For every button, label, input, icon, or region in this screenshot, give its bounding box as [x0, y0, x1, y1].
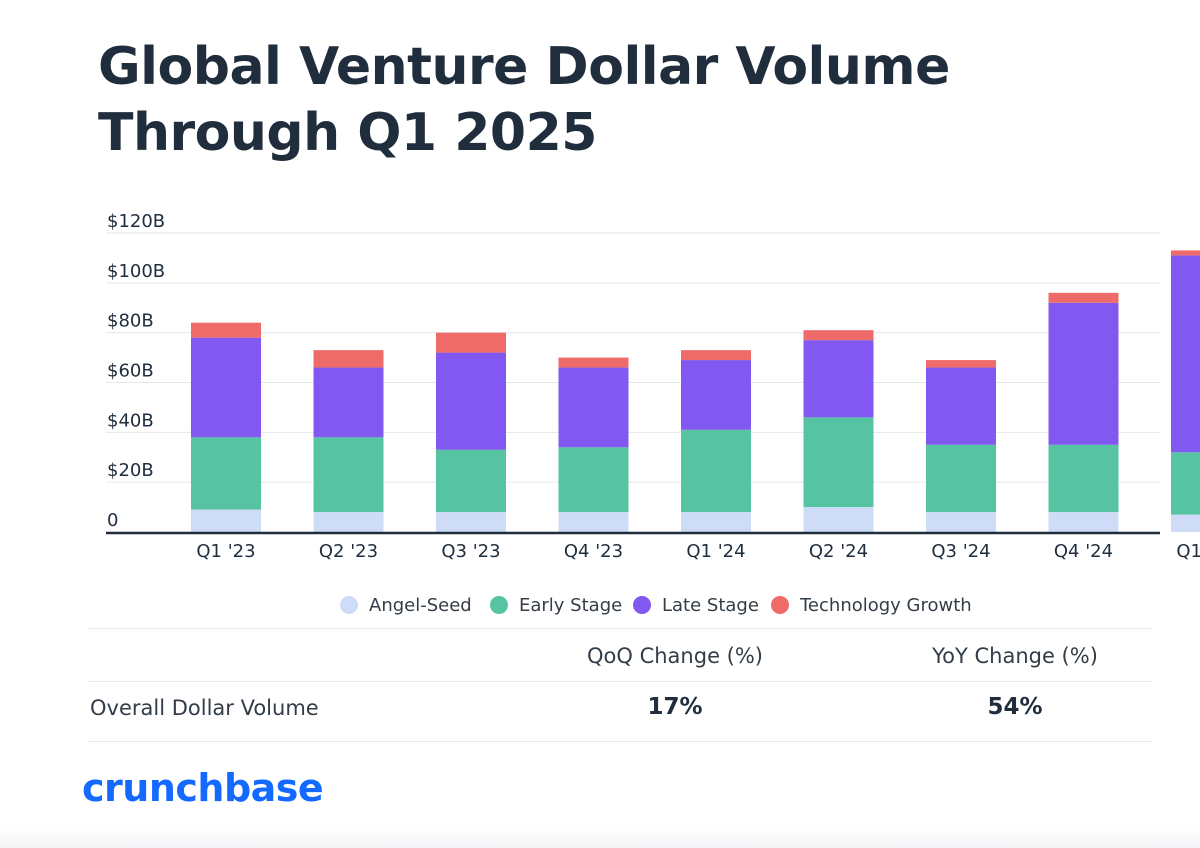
bar-technology-growth-4 [681, 350, 751, 361]
legend: Angel-Seed Early Stage Late Stage Technolog… [340, 595, 972, 616]
bar-technology-growth-7 [1048, 292, 1119, 303]
x-tick-label: Q3 '24 [931, 541, 990, 562]
bars [191, 250, 1200, 532]
bar-angel-seed-4 [681, 512, 751, 532]
y-tick-label: $20B [107, 460, 154, 481]
bar-early-stage-2 [436, 449, 506, 513]
bar-technology-growth-1 [313, 350, 384, 368]
bar-angel-seed-5 [803, 507, 874, 532]
table-mid-rule [88, 681, 1152, 682]
bar-early-stage-0 [191, 437, 261, 510]
bar-early-stage-1 [313, 437, 384, 513]
bar-late-stage-4 [681, 360, 751, 430]
bar-early-stage-6 [926, 444, 996, 513]
bar-early-stage-7 [1048, 444, 1119, 513]
table-bottom-rule [88, 741, 1152, 742]
bar-late-stage-1 [313, 367, 384, 438]
bar-angel-seed-6 [926, 512, 996, 532]
bar-late-stage-5 [803, 340, 874, 418]
legend-swatch-technology-growth [771, 596, 789, 614]
y-axis-ticks: 0 $20B $40B $60B $80B $100B $120B [107, 211, 165, 531]
legend-label-angel-seed: Angel-Seed [369, 595, 472, 616]
x-tick-label: Q2 '24 [809, 541, 868, 562]
bar-technology-growth-6 [926, 360, 996, 368]
overall-dollar-volume-label: Overall Dollar Volume [90, 696, 319, 720]
legend-label-early-stage: Early Stage [519, 595, 622, 616]
bar-angel-seed-8 [1171, 514, 1200, 532]
bar-technology-growth-3 [558, 357, 629, 368]
chart-title: Global Venture Dollar Volume Through Q1 … [98, 37, 950, 163]
bar-angel-seed-7 [1048, 512, 1119, 532]
y-tick-label: $120B [107, 211, 165, 232]
x-tick-label: Q2 '23 [319, 541, 378, 562]
table-top-rule [88, 628, 1152, 629]
yoy-change-value: 54% [987, 694, 1043, 720]
bar-angel-seed-1 [313, 512, 384, 532]
y-tick-label: $60B [107, 361, 154, 382]
legend-swatch-early-stage [490, 596, 508, 614]
x-tick-label: Q4 '23 [564, 541, 623, 562]
crunchbase-logo: crunchbase [82, 766, 324, 810]
x-tick-label: Q1 '23 [196, 541, 255, 562]
x-tick-label: Q3 '23 [441, 541, 500, 562]
bar-early-stage-4 [681, 429, 751, 513]
legend-swatch-angel-seed [340, 596, 358, 614]
bar-late-stage-8 [1171, 255, 1200, 453]
bar-angel-seed-0 [191, 509, 261, 532]
qoq-change-value: 17% [647, 694, 703, 720]
bar-late-stage-2 [436, 352, 506, 450]
footer-band [0, 828, 1200, 848]
yoy-change-header: YoY Change (%) [932, 644, 1098, 668]
x-tick-label: Q4 '24 [1054, 541, 1113, 562]
bar-late-stage-6 [926, 367, 996, 445]
y-tick-label: $100B [107, 261, 165, 282]
x-tick-label: Q1 '24 [686, 541, 745, 562]
bar-late-stage-3 [558, 367, 629, 448]
bar-angel-seed-3 [558, 512, 629, 532]
x-tick-label: Q1 '25 [1176, 541, 1200, 562]
y-tick-label: $40B [107, 410, 154, 431]
bar-early-stage-3 [558, 447, 629, 513]
bar-early-stage-5 [803, 417, 874, 508]
qoq-change-header: QoQ Change (%) [587, 644, 763, 668]
bar-technology-growth-5 [803, 330, 874, 341]
bar-late-stage-0 [191, 337, 261, 438]
bar-technology-growth-2 [436, 332, 506, 353]
x-axis-ticks: Q1 '23 Q2 '23 Q3 '23 Q4 '23 Q1 '24 Q2 '24 Q3 '… [196, 541, 1200, 562]
bar-technology-growth-0 [191, 322, 261, 338]
legend-swatch-late-stage [633, 596, 651, 614]
bar-late-stage-7 [1048, 302, 1119, 445]
y-tick-label: $80B [107, 311, 154, 332]
bar-early-stage-8 [1171, 452, 1200, 515]
bar-technology-growth-8 [1171, 250, 1200, 256]
grid-lines [106, 232, 1160, 483]
y-tick-label: 0 [107, 510, 118, 531]
legend-label-technology-growth: Technology Growth [799, 595, 972, 616]
bar-angel-seed-2 [436, 512, 506, 532]
legend-label-late-stage: Late Stage [662, 595, 759, 616]
